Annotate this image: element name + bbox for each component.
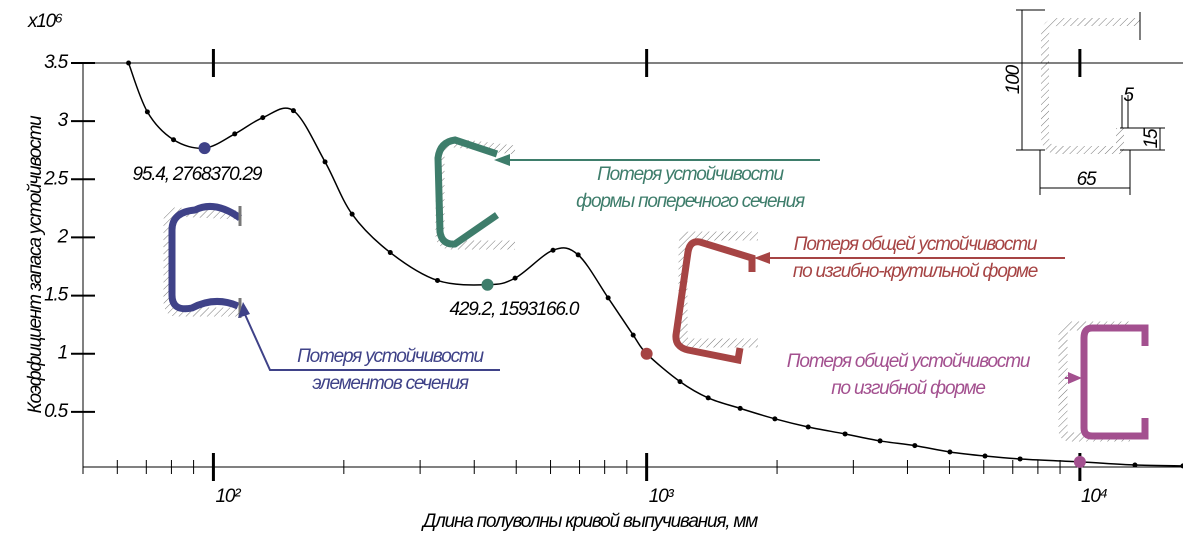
point — [912, 443, 918, 449]
highlight-point — [640, 347, 653, 360]
point — [171, 137, 177, 143]
inset-label: 15 — [1141, 128, 1162, 148]
highlight-label: 95.4, 2768370.29 — [133, 164, 263, 185]
highlight-point — [1073, 455, 1086, 468]
point — [737, 405, 743, 411]
point — [947, 449, 953, 455]
point — [630, 332, 636, 338]
curve — [127, 62, 1183, 467]
point — [1132, 462, 1138, 468]
arrows — [238, 154, 1082, 384]
point — [232, 131, 238, 137]
y-tick-label: 3.5 — [44, 52, 68, 73]
y-tick-label: 1 — [58, 343, 67, 364]
section-torsional — [672, 231, 758, 365]
highlight-point — [198, 142, 211, 155]
point — [349, 211, 355, 217]
annotation: элементов сечения — [312, 373, 469, 394]
x-tick-label: 10² — [215, 486, 241, 507]
x-tick-label: 10⁴ — [1081, 486, 1108, 507]
point — [575, 252, 581, 258]
x-tick-label: 10³ — [649, 486, 675, 507]
point — [605, 295, 611, 301]
y-tick-label: 1.5 — [44, 285, 68, 306]
inset-drawing — [1016, 9, 1165, 195]
point — [260, 115, 266, 121]
inset-label: 100 — [1003, 64, 1024, 94]
annotation: по изгибной форме — [831, 378, 985, 399]
point — [550, 247, 556, 253]
point — [677, 379, 683, 385]
annotation: Потеря общей устойчивости — [794, 234, 1038, 255]
section-distortional — [434, 136, 516, 250]
x-axis-label: Длина полуволны кривой выпучивания, мм — [421, 511, 758, 532]
point — [434, 277, 440, 283]
point — [126, 60, 132, 66]
point — [982, 453, 988, 459]
annotation: по изгибно-крутильной форме — [793, 261, 1038, 282]
point — [772, 416, 778, 422]
y-tick-label: 2.5 — [43, 168, 68, 189]
inset-label: 5 — [1123, 85, 1134, 106]
point — [842, 431, 848, 437]
annotation: Потеря общей устойчивости — [787, 351, 1031, 372]
section-flexural — [1058, 321, 1149, 442]
y-axis-label: Коэффициент запаса устойчивости — [25, 115, 46, 414]
point — [1180, 463, 1183, 469]
y-tick-label: 2 — [57, 226, 69, 247]
highlight-point — [481, 278, 494, 291]
annotation: формы поперечного сечения — [576, 191, 805, 212]
point — [805, 424, 811, 430]
point — [387, 250, 393, 256]
highlight-label: 429.2, 1593166.0 — [450, 299, 580, 320]
point — [877, 438, 883, 444]
point — [290, 108, 296, 114]
y-tick-label: 3 — [58, 110, 69, 131]
point — [144, 109, 150, 115]
section-local — [163, 202, 243, 318]
annotation: Потеря устойчивости — [297, 346, 484, 367]
point — [1017, 456, 1023, 462]
point — [705, 395, 711, 401]
y-multiplier: x10⁶ — [27, 11, 63, 32]
point — [322, 159, 328, 165]
inset-label: 65 — [1077, 169, 1097, 190]
y-tick-label: 0.5 — [44, 401, 68, 422]
annotation: Потеря устойчивости — [597, 164, 784, 185]
point — [512, 275, 518, 281]
